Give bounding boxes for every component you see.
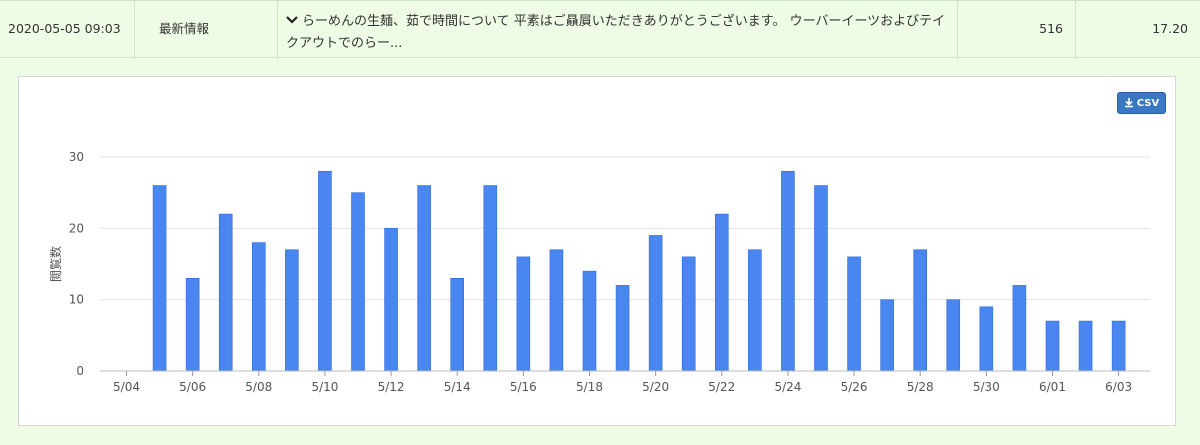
bar-5/19 bbox=[615, 285, 630, 372]
bar-5/29 bbox=[946, 299, 961, 372]
x-tick-label: 5/22 bbox=[708, 380, 735, 394]
x-tick-label: 5/06 bbox=[179, 380, 206, 394]
download-icon bbox=[1124, 98, 1133, 108]
article-title-cell[interactable]: らーめんの生麺、茹で時間について 平素はご贔屓いただきありがとうございます。 ウ… bbox=[278, 1, 958, 59]
x-tick-label: 5/30 bbox=[973, 380, 1000, 394]
bar-5/26 bbox=[847, 256, 861, 372]
x-tick-label: 5/16 bbox=[510, 380, 537, 394]
bar-5/09 bbox=[285, 249, 299, 372]
bar-5/11 bbox=[351, 192, 365, 372]
bar-5/21 bbox=[681, 256, 696, 372]
x-tick-label: 5/18 bbox=[576, 380, 603, 394]
x-tick-label: 5/10 bbox=[311, 380, 338, 394]
x-tick-label: 5/20 bbox=[642, 380, 669, 394]
bar-5/28 bbox=[913, 249, 928, 372]
x-tick-label: 5/28 bbox=[907, 380, 934, 394]
bar-5/24 bbox=[781, 170, 795, 372]
avg-seconds: 17.20 bbox=[1152, 21, 1188, 36]
y-tick-label: 30 bbox=[69, 150, 84, 164]
bar-5/25 bbox=[814, 185, 828, 372]
bar-5/22 bbox=[714, 213, 729, 372]
bar-5/05 bbox=[152, 185, 167, 372]
chevron-down-icon[interactable] bbox=[286, 11, 300, 33]
bar-5/16 bbox=[516, 256, 531, 372]
x-tick-label: 5/04 bbox=[113, 380, 140, 394]
publish-date: 2020-05-05 09:03 bbox=[0, 1, 135, 59]
bar-5/14 bbox=[450, 277, 465, 372]
x-tick-label: 5/12 bbox=[378, 380, 405, 394]
bar-5/23 bbox=[748, 249, 762, 372]
x-tick-label: 5/26 bbox=[841, 380, 868, 394]
view-count: 516 bbox=[958, 1, 1076, 59]
bar-6/01 bbox=[1045, 320, 1060, 372]
bar-5/12 bbox=[384, 228, 398, 372]
bar-5/07 bbox=[218, 213, 233, 372]
bar-5/10 bbox=[318, 170, 332, 372]
bar-5/20 bbox=[648, 235, 663, 372]
y-axis-label: 閲覧数 bbox=[48, 246, 63, 282]
csv-download-button[interactable]: CSV bbox=[1117, 92, 1166, 114]
bar-6/02 bbox=[1078, 320, 1093, 372]
x-tick-label: 6/03 bbox=[1105, 380, 1132, 394]
article-row: 2020-05-05 09:03 最新情報 らーめんの生麺、茹で時間について 平… bbox=[0, 0, 1200, 59]
category-label: 最新情報 bbox=[135, 1, 278, 59]
y-tick-label: 20 bbox=[69, 221, 84, 235]
x-tick-label: 5/14 bbox=[444, 380, 471, 394]
bar-5/18 bbox=[582, 270, 597, 372]
bar-5/17 bbox=[549, 249, 564, 372]
y-tick-label: 10 bbox=[69, 293, 84, 307]
csv-label: CSV bbox=[1136, 97, 1160, 109]
bar-5/06 bbox=[185, 277, 200, 372]
bar-5/27 bbox=[880, 299, 894, 372]
x-tick-label: 6/01 bbox=[1039, 380, 1066, 394]
bar-5/31 bbox=[1012, 285, 1027, 372]
bar-6/03 bbox=[1111, 320, 1126, 372]
article-title: らーめんの生麺、茹で時間について 平素はご贔屓いただきありがとうございます。 ウ… bbox=[286, 14, 946, 51]
x-tick-label: 5/08 bbox=[245, 380, 272, 394]
bar-5/13 bbox=[417, 185, 431, 372]
x-tick-label: 5/24 bbox=[774, 380, 801, 394]
bar-5/08 bbox=[251, 242, 266, 372]
y-tick-label: 0 bbox=[76, 364, 84, 378]
bar-5/15 bbox=[483, 185, 498, 372]
bar-5/30 bbox=[979, 306, 994, 372]
